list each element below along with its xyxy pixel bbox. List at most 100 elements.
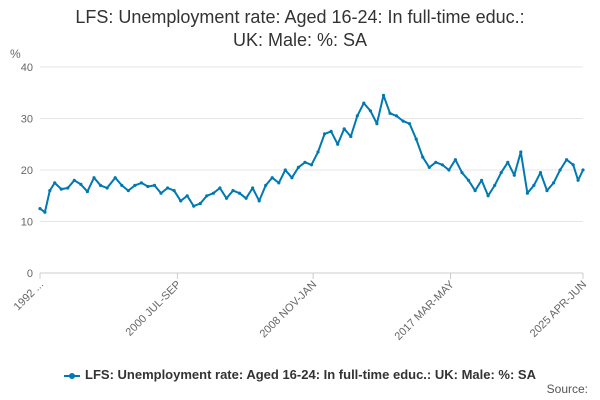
data-point[interactable]	[264, 183, 268, 187]
y-tick-label: 20	[21, 165, 33, 177]
data-point[interactable]	[434, 160, 438, 164]
data-point[interactable]	[185, 194, 189, 198]
y-axis: % 0 10 20 30 40	[10, 47, 33, 280]
data-point[interactable]	[493, 183, 497, 187]
data-point[interactable]	[323, 132, 327, 136]
data-point[interactable]	[303, 160, 307, 164]
data-point[interactable]	[368, 109, 372, 113]
data-point[interactable]	[113, 176, 117, 180]
data-point[interactable]	[519, 150, 523, 154]
data-point[interactable]	[394, 114, 399, 118]
data-point[interactable]	[309, 163, 314, 167]
data-point[interactable]	[79, 182, 83, 186]
data-point[interactable]	[329, 129, 333, 133]
data-point[interactable]	[336, 142, 340, 146]
x-tick-label: 2017 MAR-MAY	[393, 278, 458, 343]
x-tick-label: 1992 ...	[12, 279, 46, 313]
data-point[interactable]	[581, 168, 585, 172]
data-point[interactable]	[414, 137, 418, 141]
data-point[interactable]	[59, 187, 63, 191]
data-point[interactable]	[43, 210, 47, 214]
data-point[interactable]	[576, 178, 580, 182]
data-point[interactable]	[342, 127, 346, 131]
data-point[interactable]	[166, 186, 170, 190]
data-point[interactable]	[440, 163, 444, 167]
data-point[interactable]	[237, 191, 242, 195]
data-point[interactable]	[120, 183, 124, 187]
data-point[interactable]	[381, 93, 386, 97]
data-point[interactable]	[473, 189, 477, 193]
data-point[interactable]	[105, 186, 109, 190]
data-point[interactable]	[460, 171, 464, 175]
series-line[interactable]	[39, 94, 584, 214]
data-point[interactable]	[218, 186, 222, 190]
data-point[interactable]	[447, 168, 451, 172]
data-point[interactable]	[92, 176, 96, 180]
data-point[interactable]	[375, 122, 379, 126]
data-point[interactable]	[205, 194, 209, 198]
data-point[interactable]	[349, 134, 353, 139]
data-point[interactable]	[401, 119, 405, 123]
data-point[interactable]	[316, 150, 320, 154]
data-point[interactable]	[466, 178, 471, 182]
data-point[interactable]	[257, 199, 261, 203]
data-point[interactable]	[525, 191, 530, 195]
data-point[interactable]	[388, 111, 392, 115]
data-point[interactable]	[538, 171, 543, 175]
legend[interactable]: LFS: Unemployment rate: Aged 16-24: In f…	[0, 367, 600, 382]
data-point[interactable]	[146, 184, 150, 189]
data-point[interactable]	[198, 201, 202, 206]
data-point[interactable]	[231, 189, 235, 193]
data-point[interactable]	[98, 183, 103, 187]
data-point[interactable]	[224, 196, 229, 200]
data-point[interactable]	[133, 183, 137, 187]
chart-title-line-2: UK: Male: %: SA	[232, 30, 368, 50]
data-point[interactable]	[85, 190, 89, 194]
data-point[interactable]	[545, 189, 549, 193]
data-point[interactable]	[179, 199, 183, 203]
data-point[interactable]	[355, 114, 359, 118]
data-point[interactable]	[53, 181, 57, 185]
data-point[interactable]	[139, 181, 143, 185]
data-point[interactable]	[362, 101, 366, 105]
data-point[interactable]	[251, 186, 255, 190]
legend-label: LFS: Unemployment rate: Aged 16-24: In f…	[85, 367, 536, 382]
data-point[interactable]	[152, 183, 157, 187]
x-tick-label: 2008 NOV-JAN	[258, 279, 320, 341]
x-tick-label: 2000 JUL-SEP	[124, 279, 184, 339]
data-point[interactable]	[277, 181, 281, 185]
chart-title-line-1: LFS: Unemployment rate: Aged 16-24: In f…	[75, 7, 525, 27]
data-point[interactable]	[512, 173, 516, 177]
data-point[interactable]	[270, 176, 274, 180]
data-point[interactable]	[421, 155, 425, 159]
data-point[interactable]	[552, 181, 556, 185]
data-point[interactable]	[408, 122, 412, 126]
data-point[interactable]	[558, 168, 562, 172]
data-point[interactable]	[506, 160, 510, 164]
data-point[interactable]	[290, 176, 294, 180]
data-point[interactable]	[480, 178, 484, 182]
data-point[interactable]	[66, 186, 70, 190]
data-point[interactable]	[296, 165, 300, 169]
data-point[interactable]	[38, 207, 42, 211]
data-point[interactable]	[48, 189, 52, 193]
data-point[interactable]	[486, 194, 490, 198]
data-point[interactable]	[211, 191, 215, 195]
data-point[interactable]	[532, 183, 536, 187]
data-point[interactable]	[499, 171, 503, 175]
source-label: Source:	[546, 382, 588, 396]
data-point[interactable]	[159, 191, 163, 195]
y-tick-label: 10	[21, 217, 33, 229]
data-point[interactable]	[172, 189, 176, 193]
data-point[interactable]	[72, 178, 76, 182]
data-point[interactable]	[565, 158, 569, 162]
data-point[interactable]	[453, 158, 457, 162]
data-point[interactable]	[283, 168, 287, 172]
data-point[interactable]	[427, 165, 431, 169]
data-point[interactable]	[126, 189, 130, 193]
x-axis: 1992 ... 2000 JUL-SEP 2008 NOV-JAN 2017 MAR…	[12, 273, 589, 343]
data-point[interactable]	[571, 163, 575, 167]
y-axis-title: %	[10, 47, 21, 61]
data-point[interactable]	[244, 196, 248, 200]
data-point[interactable]	[192, 204, 196, 208]
